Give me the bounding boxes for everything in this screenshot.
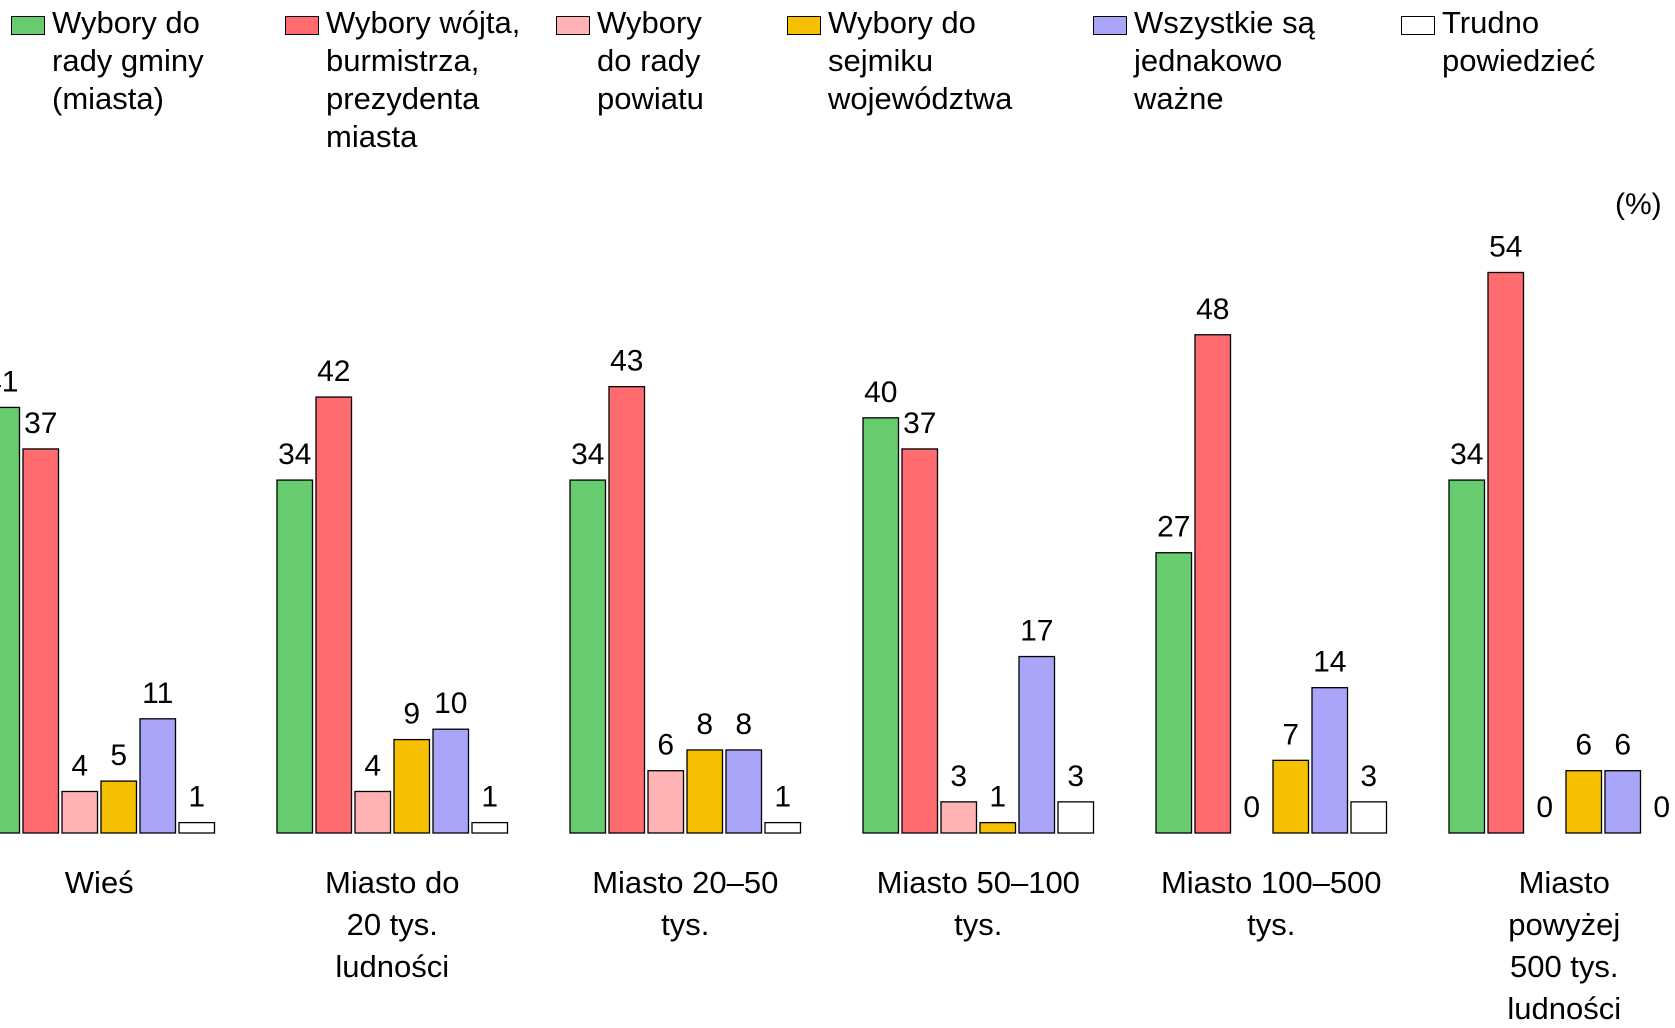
data-label: 1 <box>481 781 498 814</box>
bar <box>22 448 60 834</box>
bar <box>100 780 138 834</box>
bar <box>178 821 216 834</box>
legend-swatch <box>285 16 319 35</box>
legend-item: Wybory wójta, burmistrza, prezydenta mia… <box>285 4 521 156</box>
x-tick-label: Miasto powyżej 500 tys. ludności <box>1507 865 1622 1026</box>
data-label: 8 <box>696 708 713 741</box>
data-label: 4 <box>71 749 88 782</box>
data-label: 11 <box>142 677 173 710</box>
bar <box>1057 801 1095 834</box>
legend-label: Wybory do sejmiku województwa <box>828 5 1013 116</box>
data-label: 8 <box>735 708 752 741</box>
legend-item: Wybory do rady gminy (miasta) <box>11 4 247 118</box>
legend-label: Wybory do rady gminy (miasta) <box>52 5 204 116</box>
unit-label: (%) <box>1615 188 1662 221</box>
data-label: 54 <box>1489 230 1522 263</box>
bar <box>901 448 939 834</box>
legend-item: Wybory do sejmiku województwa <box>787 4 1028 118</box>
bar <box>979 821 1017 834</box>
data-label: 5 <box>110 739 127 772</box>
data-label: 3 <box>950 760 967 793</box>
bar <box>1311 687 1349 834</box>
x-tick-label: Miasto 20–50 tys. <box>592 865 779 942</box>
data-label: 3 <box>1067 760 1084 793</box>
data-label: 14 <box>1313 646 1346 679</box>
data-label: 1 <box>774 781 791 814</box>
data-label: 41 <box>0 365 18 398</box>
data-label: 6 <box>1575 729 1592 762</box>
legend-label: Trudno powiedzieć <box>1442 5 1596 78</box>
bar <box>1487 271 1525 834</box>
legend-label: Wybory do rady powiatu <box>597 5 704 116</box>
data-label: 10 <box>434 687 467 720</box>
x-tick-label: Miasto 50–100 tys. <box>876 865 1080 942</box>
legend-label: Wybory wójta, burmistrza, prezydenta mia… <box>326 5 521 154</box>
data-label: 4 <box>364 749 381 782</box>
bar <box>608 386 646 834</box>
bar <box>1018 655 1056 834</box>
legend-swatch <box>1093 16 1127 35</box>
data-label: 6 <box>657 729 674 762</box>
data-label: 17 <box>1020 615 1053 648</box>
bar <box>1194 334 1232 834</box>
bar <box>354 790 392 834</box>
bar <box>315 396 353 834</box>
bar <box>764 821 802 834</box>
legend-item: Trudno powiedzieć <box>1401 4 1632 80</box>
bar <box>940 801 978 834</box>
x-tick-label: Miasto do 20 tys. ludności <box>325 865 460 984</box>
bar <box>1565 770 1603 834</box>
legend-swatch <box>556 16 590 35</box>
data-label: 1 <box>989 781 1006 814</box>
bar <box>1155 552 1193 834</box>
data-label: 37 <box>24 407 57 440</box>
data-label: 34 <box>571 438 604 471</box>
bar <box>862 417 900 834</box>
data-label: 3 <box>1360 760 1377 793</box>
bar <box>432 728 470 834</box>
bar <box>569 479 607 834</box>
bar <box>139 718 177 834</box>
data-label: 7 <box>1282 718 1299 751</box>
data-label: 48 <box>1196 293 1229 326</box>
bar <box>725 749 763 834</box>
data-label: 0 <box>1243 791 1260 824</box>
data-label: 0 <box>1653 791 1670 824</box>
bar <box>1350 801 1388 834</box>
bar <box>0 406 21 834</box>
bar <box>393 738 431 834</box>
data-label: 40 <box>864 376 897 409</box>
bar <box>276 479 314 834</box>
legend-swatch <box>1401 16 1435 35</box>
bar <box>61 790 99 834</box>
data-label: 43 <box>610 345 643 378</box>
data-label: 37 <box>903 407 936 440</box>
bar <box>1604 770 1642 834</box>
bar <box>1272 759 1310 834</box>
x-tick-label: Miasto 100–500 tys. <box>1160 865 1382 942</box>
x-tick-label: Wieś <box>64 865 134 900</box>
legend-item: Wybory do rady powiatu <box>556 4 732 118</box>
data-label: 42 <box>317 355 350 388</box>
bar <box>471 821 509 834</box>
data-label: 27 <box>1157 511 1190 544</box>
legend-label: Wszystkie są jednakowo ważne <box>1134 5 1315 116</box>
legend-item: Wszystkie są jednakowo ważne <box>1093 4 1329 118</box>
data-label: 34 <box>1450 438 1483 471</box>
data-label: 1 <box>188 781 205 814</box>
bar <box>1448 479 1486 834</box>
data-label: 34 <box>278 438 311 471</box>
legend-swatch <box>787 16 821 35</box>
data-label: 6 <box>1614 729 1631 762</box>
bar <box>647 770 685 834</box>
bar <box>686 749 724 834</box>
legend-swatch <box>11 16 45 35</box>
data-label: 9 <box>403 698 420 731</box>
data-label: 0 <box>1536 791 1553 824</box>
